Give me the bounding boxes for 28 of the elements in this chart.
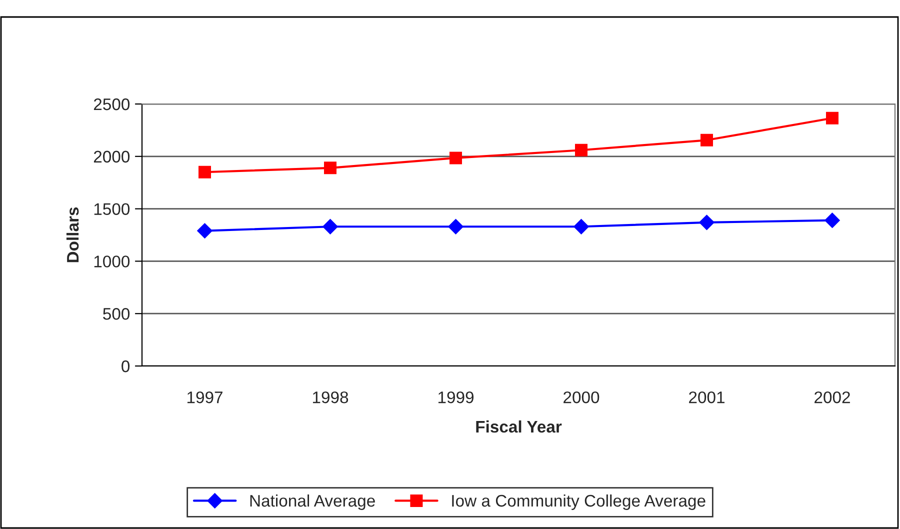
- y-tick-label: 1000: [94, 256, 130, 268]
- point: [198, 166, 211, 178]
- y-tick-label: 0: [122, 360, 130, 372]
- x-tick-label: 1998: [312, 391, 348, 404]
- point: [450, 152, 462, 164]
- point: [574, 219, 589, 234]
- x-axis-title: Fiscal Year: [476, 420, 562, 433]
- point: [448, 219, 464, 234]
- legend-label: National Average: [250, 494, 375, 510]
- point: [322, 219, 338, 234]
- point: [700, 134, 713, 146]
- y-axis-title: Dollars: [66, 207, 79, 262]
- point: [197, 223, 212, 238]
- point: [699, 214, 714, 230]
- legend-label: Iow a Community College Average: [452, 494, 706, 510]
- x-tick-label: 1997: [187, 391, 222, 404]
- point: [575, 144, 588, 156]
- point: [824, 212, 840, 228]
- y-tick-label: 500: [103, 308, 130, 320]
- y-tick-label: 2500: [94, 98, 130, 110]
- y-tick-label: 1500: [94, 203, 130, 216]
- x-tick-label: 2000: [564, 391, 600, 404]
- point: [324, 162, 336, 174]
- x-tick-label: 2001: [689, 391, 724, 404]
- x-tick-label: 2002: [814, 391, 850, 404]
- x-tick-label: 1999: [438, 391, 474, 404]
- y-tick-label: 2000: [94, 150, 130, 163]
- point: [826, 112, 838, 124]
